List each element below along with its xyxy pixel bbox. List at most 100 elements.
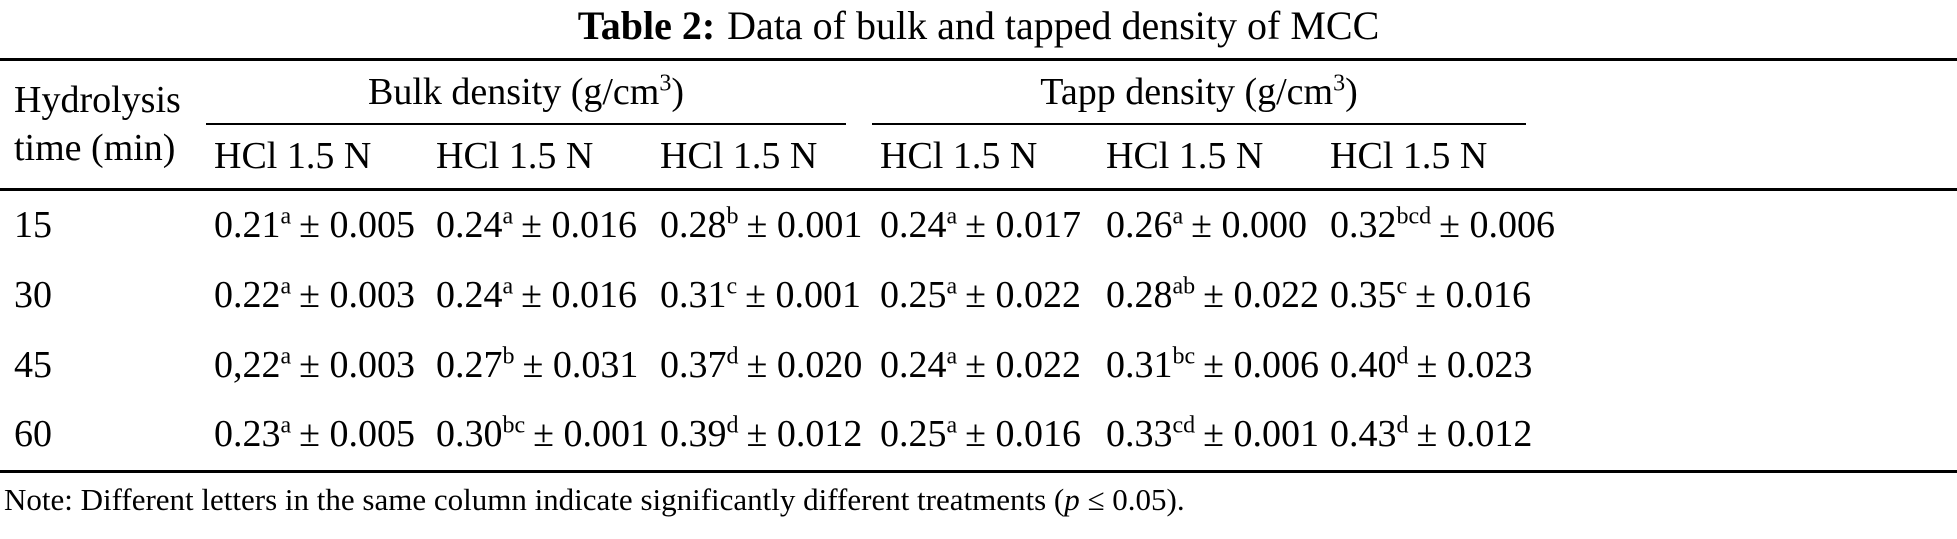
bulk-density-close-paren: ) bbox=[671, 71, 684, 113]
density-value: 0.23 bbox=[214, 413, 281, 456]
density-cell: 0.31c ± 0.001 bbox=[652, 261, 872, 331]
superscript-3: 3 bbox=[1333, 70, 1346, 97]
footnote-text-end: ≤ 0.05). bbox=[1079, 482, 1185, 518]
density-value: 0.24 bbox=[880, 204, 947, 247]
table-footnote: Note: Different letters in the same colu… bbox=[0, 473, 1957, 518]
density-cell: 0.25a ± 0.022 bbox=[872, 261, 1098, 331]
density-cell: 0.23a ± 0.005 bbox=[206, 400, 428, 474]
density-cell: 0.24a ± 0.016 bbox=[428, 190, 652, 261]
density-error: ± 0.022 bbox=[965, 274, 1082, 317]
significance-letter: d bbox=[726, 412, 739, 439]
table-row-45: 45 0,22a ± 0.003 0.27b ± 0.031 0.37d ± 0.02… bbox=[0, 331, 1957, 401]
density-value: 0.24 bbox=[880, 343, 947, 386]
subheader-bulk-hcl-1: HCl 1.5 N bbox=[206, 124, 428, 192]
density-cell: 0.24a ± 0.017 bbox=[872, 190, 1098, 261]
subheader-row: HCl 1.5 N HCl 1.5 N HCl 1.5 N HCl 1.5 N … bbox=[0, 124, 1957, 192]
significance-letter: a bbox=[946, 203, 958, 230]
table-caption-text: Data of bulk and tapped density of MCC bbox=[727, 3, 1380, 48]
significance-letter: d bbox=[1396, 412, 1409, 439]
significance-letter: b bbox=[502, 343, 515, 370]
density-cell: 0.40d ± 0.023 bbox=[1322, 331, 1957, 401]
hydrolysis-time-value: 45 bbox=[14, 343, 52, 386]
significance-letter: d bbox=[726, 343, 739, 370]
density-value: 0.21 bbox=[214, 204, 281, 247]
density-value: 0.28 bbox=[1106, 274, 1173, 317]
density-cell: 0.28ab ± 0.022 bbox=[1098, 261, 1322, 331]
filler-column bbox=[1534, 59, 1957, 192]
density-value: 0,22 bbox=[214, 343, 281, 386]
significance-letter: a bbox=[946, 273, 958, 300]
density-error: ± 0.001 bbox=[745, 274, 862, 317]
hydrolysis-time-line1: Hydrolysis bbox=[14, 79, 181, 122]
significance-letter: a bbox=[946, 343, 958, 370]
density-cell: 0.30bc ± 0.001 bbox=[428, 400, 652, 474]
significance-letter: a bbox=[280, 412, 292, 439]
significance-letter: ab bbox=[1172, 273, 1196, 300]
table-row-30: 30 0.22a ± 0.003 0.24a ± 0.016 0.31c ± 0.00… bbox=[0, 261, 1957, 331]
density-value: 0.33 bbox=[1106, 413, 1173, 456]
density-error: ± 0.023 bbox=[1416, 343, 1533, 386]
density-error: ± 0.016 bbox=[1415, 274, 1532, 317]
significance-letter: bcd bbox=[1396, 203, 1432, 230]
column-header-hydrolysis-time: Hydrolysis time (min) bbox=[0, 59, 206, 192]
tapp-density-label: Tapp density (g/cm3) bbox=[872, 61, 1527, 125]
footnote-text: Note: Different letters in the same colu… bbox=[4, 482, 1065, 518]
tapp-density-close-paren: ) bbox=[1345, 71, 1358, 113]
significance-letter: a bbox=[946, 412, 958, 439]
density-error: ± 0.006 bbox=[1203, 343, 1320, 386]
density-error: ± 0.005 bbox=[299, 413, 416, 456]
density-value: 0.25 bbox=[880, 413, 947, 456]
tapp-density-text: Tapp density (g/cm bbox=[1040, 71, 1334, 113]
density-error: ± 0.005 bbox=[299, 204, 416, 247]
density-value: 0.31 bbox=[1106, 343, 1173, 386]
density-error: ± 0.000 bbox=[1191, 204, 1308, 247]
density-cell: 0.37d ± 0.020 bbox=[652, 331, 872, 401]
hydrolysis-time-value: 15 bbox=[14, 204, 52, 247]
superscript-3: 3 bbox=[659, 70, 672, 97]
density-value: 0.43 bbox=[1330, 413, 1397, 456]
significance-letter: c bbox=[1396, 273, 1408, 300]
density-cell: 0.31bc ± 0.006 bbox=[1098, 331, 1322, 401]
bulk-density-text: Bulk density (g/cm bbox=[368, 71, 660, 113]
significance-letter: a bbox=[502, 203, 514, 230]
group-header-bulk-density: Bulk density (g/cm3) bbox=[206, 60, 872, 125]
density-cell: 0.28b ± 0.001 bbox=[652, 190, 872, 261]
subheader-tapp-hcl-3: HCl 1.5 N bbox=[1322, 124, 1535, 192]
density-cell: 0.26a ± 0.000 bbox=[1098, 190, 1322, 261]
density-error: ± 0.012 bbox=[746, 413, 863, 456]
density-error: ± 0.016 bbox=[965, 413, 1082, 456]
density-error: ± 0.022 bbox=[965, 343, 1082, 386]
density-cell: 0.43d ± 0.012 bbox=[1322, 400, 1957, 474]
significance-letter: a bbox=[502, 273, 514, 300]
group-header-row: Hydrolysis time (min) Bulk density (g/cm… bbox=[0, 59, 1957, 192]
density-cell: 0.32bcd ± 0.006 bbox=[1322, 190, 1957, 261]
significance-letter: d bbox=[1396, 343, 1409, 370]
density-value: 0.39 bbox=[660, 413, 727, 456]
density-error: ± 0.022 bbox=[1203, 274, 1320, 317]
significance-letter: a bbox=[1172, 203, 1184, 230]
table-row-15: 15 0.21 a ± 0.005 0.24a ± 0.016 0.28b ± 0.00… bbox=[0, 190, 1957, 261]
table-row-60: 60 0.23a ± 0.005 0.30bc ± 0.001 0.39d ± 0.0… bbox=[0, 400, 1957, 474]
group-header-tapp-density: Tapp density (g/cm3) bbox=[872, 60, 1534, 125]
density-error: ± 0.017 bbox=[965, 204, 1082, 247]
density-value: 0.37 bbox=[660, 343, 727, 386]
density-error: ± 0.003 bbox=[299, 343, 416, 386]
significance-letter: b bbox=[726, 203, 739, 230]
density-error: ± 0.003 bbox=[299, 274, 416, 317]
density-error: ± 0.001 bbox=[533, 413, 650, 456]
density-error: ± 0.006 bbox=[1439, 204, 1556, 247]
hydrolysis-time-line2: time (min) bbox=[14, 126, 176, 169]
density-error: ± 0.012 bbox=[1416, 413, 1533, 456]
footnote-p-symbol: p bbox=[1064, 482, 1080, 518]
density-error: ± 0.016 bbox=[521, 274, 638, 317]
density-value: 0.32 bbox=[1330, 204, 1397, 247]
density-cell: 0.25a ± 0.016 bbox=[872, 400, 1099, 474]
density-cell: 0.24a ± 0.016 bbox=[428, 261, 652, 331]
significance-letter: a bbox=[280, 273, 292, 300]
density-error: ± 0.020 bbox=[746, 343, 863, 386]
density-cell: 0,22a ± 0.003 bbox=[206, 331, 428, 401]
hydrolysis-time-value: 30 bbox=[14, 274, 52, 317]
density-cell: 0.22a ± 0.003 bbox=[206, 261, 428, 331]
density-value: 0.25 bbox=[880, 274, 947, 317]
